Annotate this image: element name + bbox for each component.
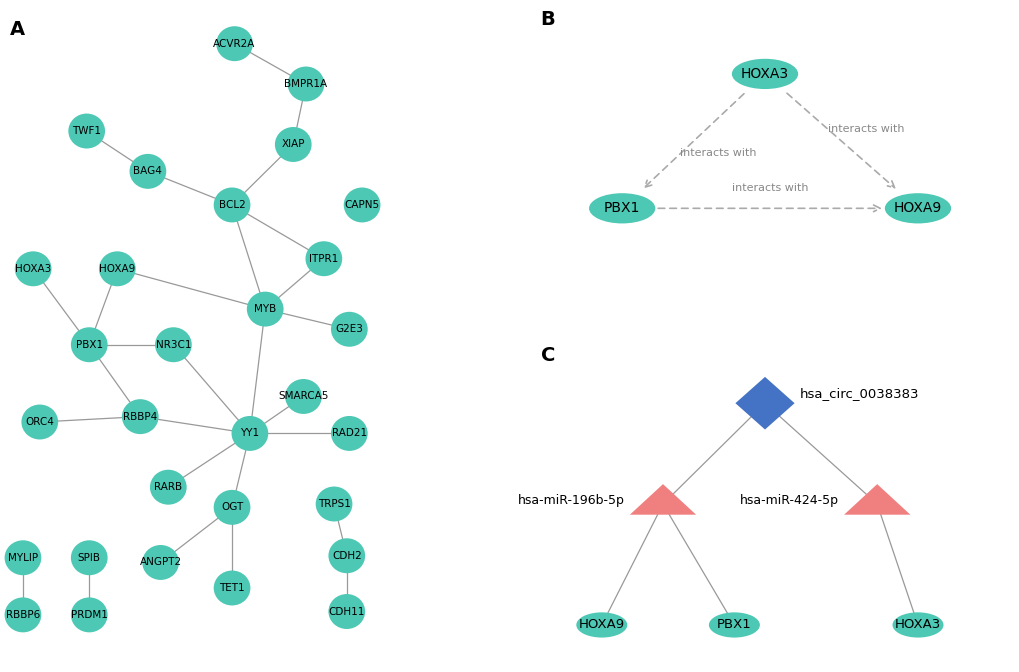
Text: ACVR2A: ACVR2A — [213, 39, 256, 48]
Ellipse shape — [708, 612, 759, 638]
Ellipse shape — [306, 241, 342, 276]
Text: SPIB: SPIB — [77, 553, 101, 562]
Ellipse shape — [589, 194, 655, 224]
Ellipse shape — [214, 187, 251, 222]
Text: XIAP: XIAP — [281, 140, 305, 149]
Ellipse shape — [287, 67, 324, 101]
Text: ITPR1: ITPR1 — [309, 254, 338, 263]
Ellipse shape — [884, 194, 951, 224]
Text: B: B — [540, 10, 554, 29]
Ellipse shape — [732, 59, 797, 89]
Ellipse shape — [5, 597, 41, 632]
Ellipse shape — [68, 114, 105, 149]
Ellipse shape — [21, 405, 58, 439]
Ellipse shape — [71, 597, 108, 632]
Text: HOXA9: HOXA9 — [99, 264, 136, 274]
Text: CDH11: CDH11 — [328, 607, 365, 616]
Text: RAD21: RAD21 — [331, 429, 367, 438]
Text: RARB: RARB — [154, 482, 182, 492]
Ellipse shape — [15, 251, 51, 286]
Text: CAPN5: CAPN5 — [344, 200, 379, 210]
Text: HOXA3: HOXA3 — [894, 618, 941, 632]
Ellipse shape — [328, 594, 365, 629]
Text: TRPS1: TRPS1 — [317, 499, 351, 509]
Text: PBX1: PBX1 — [716, 618, 751, 632]
Polygon shape — [735, 377, 794, 429]
Text: TWF1: TWF1 — [72, 126, 101, 136]
Text: SMARCA5: SMARCA5 — [278, 392, 328, 401]
Text: A: A — [10, 20, 25, 39]
Polygon shape — [844, 484, 910, 515]
Text: HOXA9: HOXA9 — [578, 618, 625, 632]
Ellipse shape — [274, 127, 312, 162]
Text: ORC4: ORC4 — [25, 417, 54, 427]
Ellipse shape — [129, 154, 166, 189]
Text: hsa-miR-196b-5p: hsa-miR-196b-5p — [518, 495, 624, 507]
Text: HOXA3: HOXA3 — [740, 67, 789, 81]
Text: NR3C1: NR3C1 — [156, 340, 191, 349]
Text: G2E3: G2E3 — [335, 325, 363, 334]
Text: C: C — [540, 346, 554, 365]
Ellipse shape — [155, 327, 192, 362]
Text: PBX1: PBX1 — [75, 340, 103, 349]
Text: PBX1: PBX1 — [603, 202, 640, 215]
Text: HOXA9: HOXA9 — [893, 202, 942, 215]
Ellipse shape — [122, 399, 159, 434]
Ellipse shape — [247, 292, 283, 327]
Text: BAG4: BAG4 — [133, 167, 162, 176]
Ellipse shape — [216, 26, 253, 61]
Text: MYLIP: MYLIP — [8, 553, 38, 562]
Text: BCL2: BCL2 — [218, 200, 246, 210]
Text: BMPR1A: BMPR1A — [284, 79, 327, 89]
Text: interacts with: interacts with — [827, 124, 904, 134]
Ellipse shape — [5, 540, 41, 575]
Text: hsa-miR-424-5p: hsa-miR-424-5p — [739, 495, 839, 507]
Text: TET1: TET1 — [219, 583, 245, 593]
Ellipse shape — [576, 612, 627, 638]
Ellipse shape — [330, 416, 368, 451]
Ellipse shape — [143, 545, 179, 580]
Ellipse shape — [99, 251, 136, 286]
Text: hsa_circ_0038383: hsa_circ_0038383 — [799, 387, 918, 400]
Text: YY1: YY1 — [240, 429, 259, 438]
Ellipse shape — [214, 490, 251, 525]
Text: PRDM1: PRDM1 — [70, 610, 108, 620]
Text: MYB: MYB — [254, 304, 276, 314]
Ellipse shape — [284, 379, 322, 414]
Text: ANGPT2: ANGPT2 — [140, 558, 181, 567]
Ellipse shape — [328, 538, 365, 573]
Text: RBBP4: RBBP4 — [123, 412, 157, 421]
Text: RBBP6: RBBP6 — [6, 610, 40, 620]
Ellipse shape — [214, 571, 251, 605]
Ellipse shape — [316, 487, 353, 521]
Text: CDH2: CDH2 — [331, 551, 362, 560]
Ellipse shape — [330, 312, 368, 347]
Ellipse shape — [892, 612, 943, 638]
Ellipse shape — [71, 327, 108, 362]
Ellipse shape — [71, 540, 108, 575]
Ellipse shape — [231, 416, 268, 451]
Ellipse shape — [343, 187, 380, 222]
Text: interacts with: interacts with — [680, 148, 756, 158]
Text: OGT: OGT — [221, 503, 243, 512]
Text: HOXA3: HOXA3 — [15, 264, 51, 274]
Ellipse shape — [150, 470, 186, 505]
Text: interacts with: interacts with — [732, 183, 808, 193]
Polygon shape — [630, 484, 695, 515]
